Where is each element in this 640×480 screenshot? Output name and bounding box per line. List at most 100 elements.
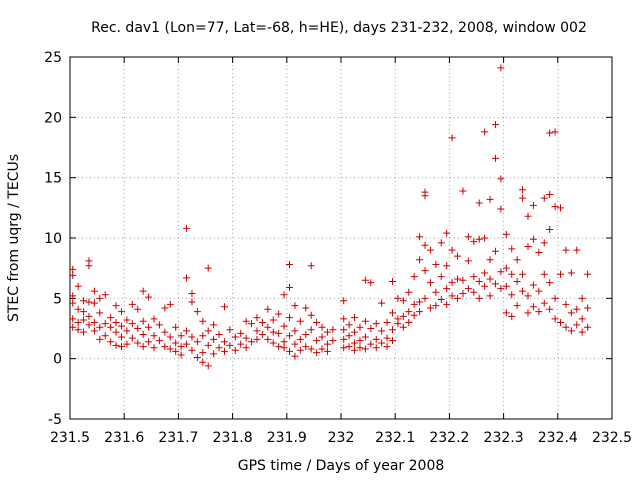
x-tick-label: 231.9	[267, 430, 307, 446]
data-point-marker	[318, 333, 326, 341]
data-point-marker	[172, 323, 180, 331]
data-point-marker	[90, 287, 98, 295]
data-point-marker	[567, 327, 575, 335]
data-point-marker	[502, 230, 510, 238]
data-point-marker	[399, 312, 407, 320]
data-point-marker	[551, 203, 559, 211]
data-point-marker	[253, 335, 261, 343]
data-point-marker	[340, 315, 348, 323]
data-point-marker	[475, 199, 483, 207]
data-point-marker	[502, 309, 510, 317]
data-point-marker	[540, 239, 548, 247]
y-tick-label: -5	[48, 412, 62, 428]
data-point-marker	[345, 321, 353, 329]
data-point-marker	[535, 308, 543, 316]
data-point-marker	[307, 345, 315, 353]
data-point-marker	[85, 312, 93, 320]
data-point-marker	[437, 296, 445, 304]
data-point-marker	[134, 325, 142, 332]
data-point-marker	[340, 335, 348, 343]
data-point-marker	[378, 327, 386, 335]
data-point-marker	[269, 339, 277, 347]
data-point-marker	[291, 340, 299, 348]
data-point-marker	[90, 299, 98, 307]
data-point-marker	[529, 201, 537, 209]
y-tick-label: 15	[44, 171, 62, 187]
data-point-marker	[145, 293, 153, 301]
data-point-marker	[546, 226, 554, 234]
data-point-marker	[399, 323, 407, 331]
data-point-marker	[437, 273, 445, 281]
data-point-marker	[454, 252, 462, 260]
data-point-marker	[123, 340, 131, 348]
data-point-marker	[491, 154, 499, 162]
data-point-marker	[177, 332, 185, 340]
x-tick-label: 232.3	[484, 430, 524, 446]
data-point-marker	[497, 64, 505, 72]
data-point-marker	[193, 308, 201, 316]
data-point-marker	[204, 264, 212, 272]
data-point-marker	[237, 329, 245, 337]
data-point-marker	[416, 233, 424, 241]
data-point-marker	[535, 287, 543, 295]
data-point-marker	[356, 337, 364, 345]
data-point-marker	[443, 300, 451, 308]
data-point-marker	[345, 332, 353, 340]
data-point-marker	[210, 350, 218, 358]
data-point-marker	[491, 247, 499, 255]
data-point-marker	[416, 298, 424, 306]
data-point-marker	[96, 335, 104, 343]
x-tick-label: 231.7	[158, 430, 198, 446]
data-point-marker	[464, 257, 472, 265]
data-point-marker	[117, 322, 125, 330]
data-point-marker	[491, 121, 499, 129]
data-point-marker	[421, 241, 429, 249]
data-point-marker	[513, 256, 521, 264]
data-point-marker	[432, 261, 440, 269]
data-point-marker	[286, 347, 294, 355]
data-point-marker	[388, 337, 396, 345]
data-point-marker	[313, 349, 321, 357]
data-point-marker	[172, 347, 180, 355]
data-point-marker	[459, 187, 467, 195]
data-point-marker	[410, 311, 418, 319]
data-point-marker	[199, 332, 207, 340]
data-point-marker	[231, 346, 239, 354]
data-point-marker	[90, 327, 98, 335]
data-point-marker	[519, 287, 527, 295]
data-point-marker	[464, 285, 472, 293]
data-point-marker	[242, 334, 250, 342]
data-point-marker	[237, 340, 245, 348]
data-point-marker	[313, 337, 321, 345]
data-point-marker	[117, 308, 125, 316]
data-point-marker	[546, 191, 554, 199]
data-point-marker	[134, 339, 142, 347]
data-point-marker	[80, 316, 88, 324]
data-point-marker	[383, 318, 391, 326]
data-point-marker	[199, 317, 207, 325]
data-point-marker	[172, 339, 180, 347]
data-point-marker	[454, 275, 462, 283]
data-point-marker	[356, 323, 364, 331]
data-point-marker	[107, 314, 115, 322]
data-point-marker	[405, 308, 413, 316]
data-point-marker	[567, 269, 575, 277]
x-tick-label: 232.1	[375, 430, 415, 446]
data-point-marker	[361, 276, 369, 284]
data-point-marker	[101, 332, 109, 340]
data-point-marker	[378, 339, 386, 347]
grid-lines	[70, 57, 612, 419]
axis-ticks: 231.5 231.6 231.7 231.8 231.9 232 232.1 232.2 23…	[44, 50, 632, 446]
data-point-marker	[264, 305, 272, 313]
data-point-marker	[188, 298, 196, 306]
data-point-marker	[426, 279, 434, 287]
data-point-marker	[454, 294, 462, 302]
data-point-marker	[546, 129, 554, 137]
data-point-marker	[166, 345, 174, 353]
data-point-marker	[562, 300, 570, 308]
data-point-marker	[426, 246, 434, 254]
data-point-marker	[69, 299, 77, 307]
data-point-marker	[286, 261, 294, 269]
y-tick-label: 0	[53, 352, 62, 368]
data-point-marker	[356, 344, 364, 352]
